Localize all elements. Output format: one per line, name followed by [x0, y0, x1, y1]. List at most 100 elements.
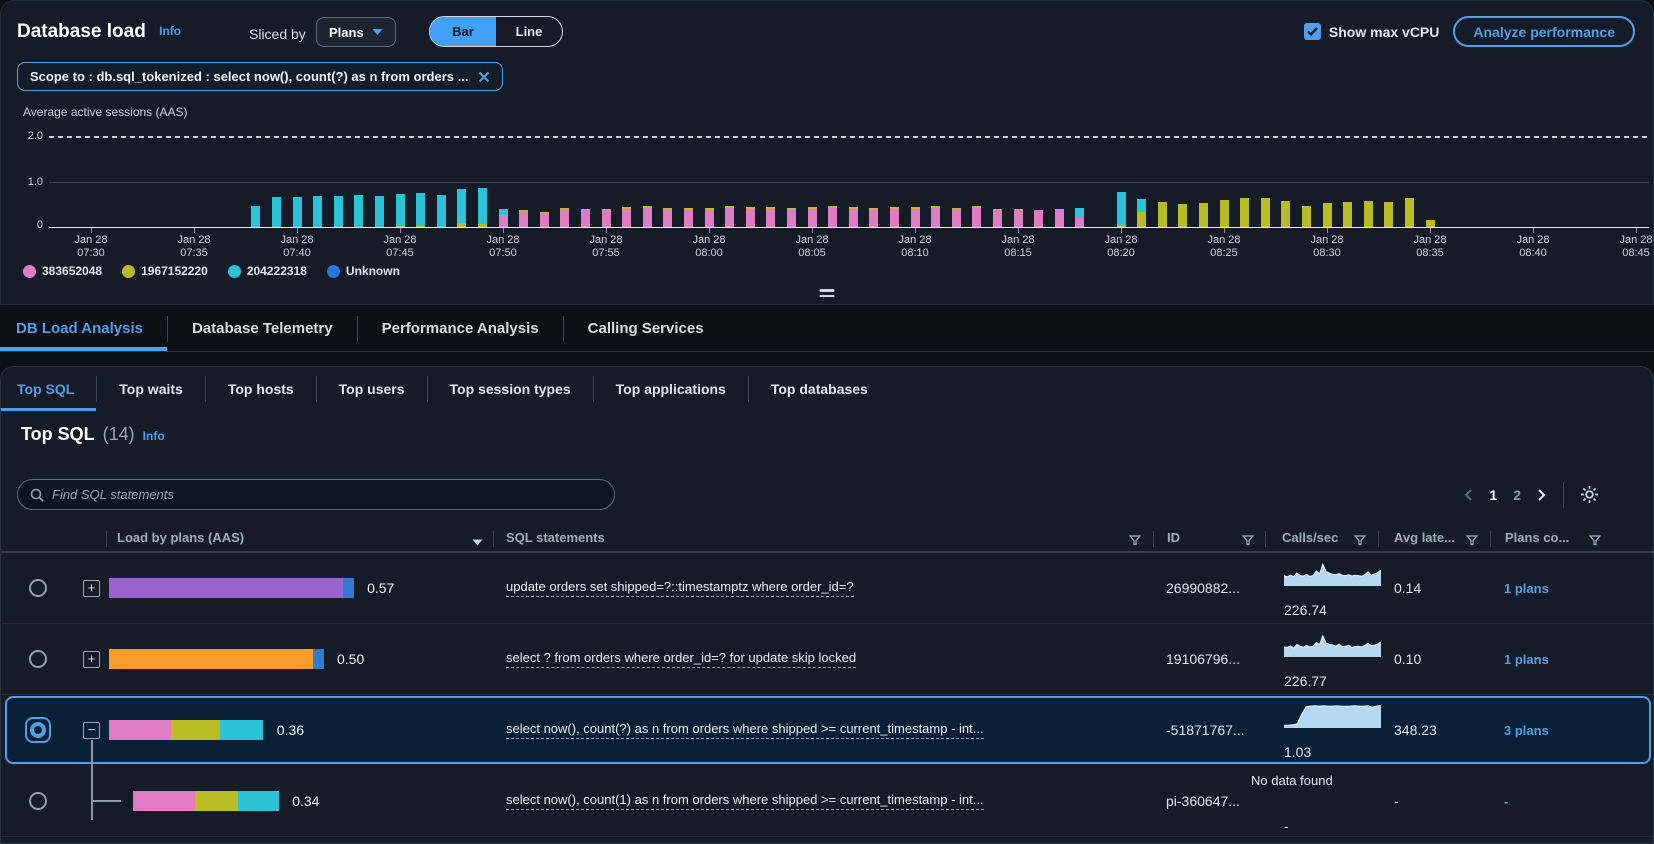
aas-bar[interactable]	[1157, 201, 1167, 227]
subtab-top-users[interactable]: Top users	[338, 381, 405, 397]
filter-funnel-icon[interactable]	[1465, 533, 1479, 551]
aas-bar[interactable]	[931, 206, 941, 227]
show-max-vcpu-checkbox[interactable]: Show max vCPU	[1303, 23, 1439, 40]
sort-caret-icon[interactable]	[472, 533, 483, 551]
tab-calling-services[interactable]: Calling Services	[587, 320, 704, 337]
aas-bar[interactable]	[807, 207, 817, 227]
aas-bar[interactable]	[1198, 203, 1208, 227]
aas-bar[interactable]	[1075, 207, 1085, 227]
tab-db-load-analysis[interactable]: DB Load Analysis	[0, 306, 167, 351]
filter-funnel-icon[interactable]	[1588, 533, 1602, 551]
aas-bar[interactable]	[766, 207, 776, 227]
table-row[interactable]: − 0.36 select now(), count(?) as n from or…	[1, 695, 1653, 766]
analyze-performance-button[interactable]: Analyze performance	[1453, 16, 1635, 47]
aas-bar[interactable]	[1281, 200, 1291, 227]
sql-statement-link[interactable]: update orders set shipped=?::timestamptz…	[506, 579, 854, 597]
sql-statement-link[interactable]: select now(), count(?) as n from orders …	[506, 721, 984, 739]
aas-bar[interactable]	[416, 192, 426, 227]
table-row[interactable]: 0.34 select now(), count(1) as n from ord…	[1, 766, 1653, 837]
aas-bar[interactable]	[498, 209, 508, 227]
table-row[interactable]: +0.57 update orders set shipped=?::timest…	[1, 553, 1653, 624]
aas-bar[interactable]	[374, 196, 384, 227]
aas-bar[interactable]	[704, 208, 714, 227]
collapse-minus-icon[interactable]: −	[83, 722, 100, 739]
aas-bar[interactable]	[1384, 201, 1394, 227]
tab-database-telemetry[interactable]: Database Telemetry	[191, 320, 333, 337]
subtab-top-session-types[interactable]: Top session types	[449, 381, 571, 397]
toggle-bar-option[interactable]: Bar	[430, 17, 496, 46]
aas-bar[interactable]	[663, 208, 673, 227]
previous-page-icon[interactable]	[1463, 488, 1473, 502]
aas-bar[interactable]	[889, 207, 899, 227]
page-2[interactable]: 2	[1513, 486, 1521, 503]
aas-bar[interactable]	[725, 205, 735, 227]
plans-count-link[interactable]: -	[1504, 793, 1509, 809]
aas-bar[interactable]	[910, 207, 920, 227]
aas-bar[interactable]	[1013, 208, 1023, 227]
aas-bar[interactable]	[395, 193, 405, 227]
row-radio[interactable]	[29, 650, 47, 668]
aas-bar[interactable]	[642, 206, 652, 227]
table-settings-gear-icon[interactable]	[1580, 485, 1599, 504]
aas-bar[interactable]	[992, 209, 1002, 227]
subtab-top-sql[interactable]: Top SQL	[1, 367, 97, 411]
aas-bar[interactable]	[1404, 198, 1414, 227]
aas-bar[interactable]	[1137, 198, 1147, 227]
aas-bar[interactable]	[457, 188, 467, 227]
aas-bar[interactable]	[1425, 220, 1435, 227]
aas-bar[interactable]	[1219, 200, 1229, 227]
top-sql-info-link[interactable]: Info	[142, 429, 165, 443]
slice-by-dropdown[interactable]: Plans	[316, 17, 396, 47]
aas-bar[interactable]	[1301, 206, 1311, 227]
filter-funnel-icon[interactable]	[1353, 533, 1367, 551]
row-radio[interactable]	[29, 792, 47, 810]
aas-bar[interactable]	[1054, 208, 1064, 227]
aas-bar[interactable]	[1363, 201, 1373, 227]
aas-bar[interactable]	[951, 208, 961, 227]
aas-bar[interactable]	[333, 195, 343, 227]
aas-bar[interactable]	[1322, 203, 1332, 227]
aas-bar[interactable]	[251, 206, 261, 227]
next-page-icon[interactable]	[1537, 488, 1547, 502]
aas-bar[interactable]	[354, 194, 364, 227]
aas-bar[interactable]	[972, 205, 982, 227]
subtab-top-applications[interactable]: Top applications	[615, 381, 726, 397]
filter-funnel-icon[interactable]	[1241, 533, 1255, 551]
legend-item-383652048[interactable]: 383652048	[23, 264, 102, 278]
sql-statement-link[interactable]: select now(), count(1) as n from orders …	[506, 792, 984, 810]
aas-bar[interactable]	[313, 196, 323, 227]
plans-count-link[interactable]: 1 plans	[1504, 651, 1549, 667]
expand-plus-icon[interactable]: +	[83, 651, 100, 668]
aas-bar[interactable]	[1178, 204, 1188, 227]
aas-bar[interactable]	[560, 207, 570, 227]
checkbox-checked-icon[interactable]	[1303, 23, 1321, 40]
aas-bar[interactable]	[580, 209, 590, 227]
aas-bar[interactable]	[519, 210, 529, 227]
aas-bar[interactable]	[828, 206, 838, 227]
aas-bar[interactable]	[601, 209, 611, 227]
sql-search-input[interactable]	[52, 487, 602, 502]
aas-bar[interactable]	[622, 207, 632, 227]
sql-statement-link[interactable]: select ? from orders where order_id=? fo…	[506, 650, 857, 668]
legend-item-Unknown[interactable]: Unknown	[326, 264, 400, 278]
aas-bar[interactable]	[869, 207, 879, 227]
aas-bar[interactable]	[1034, 209, 1044, 227]
page-1[interactable]: 1	[1489, 486, 1498, 503]
row-radio-selected[interactable]	[25, 717, 51, 743]
aas-bar[interactable]	[477, 188, 487, 227]
database-load-info-link[interactable]: Info	[159, 24, 182, 38]
table-row[interactable]: +0.50 select ? from orders where order_id…	[1, 624, 1653, 695]
aas-bar[interactable]	[1343, 201, 1353, 227]
aas-bar[interactable]	[292, 196, 302, 227]
aas-bar[interactable]	[539, 211, 549, 227]
filter-funnel-icon[interactable]	[1128, 533, 1142, 551]
panel-resize-handle[interactable]	[816, 287, 839, 299]
tab-performance-analysis[interactable]: Performance Analysis	[381, 320, 539, 337]
aas-bar[interactable]	[683, 207, 693, 227]
aas-bar[interactable]	[436, 194, 446, 227]
aas-bar[interactable]	[1116, 191, 1126, 227]
aas-bar[interactable]	[271, 197, 281, 227]
legend-item-204222318[interactable]: 204222318	[227, 264, 307, 278]
plans-count-link[interactable]: 1 plans	[1504, 580, 1549, 596]
aas-bar[interactable]	[786, 207, 796, 227]
